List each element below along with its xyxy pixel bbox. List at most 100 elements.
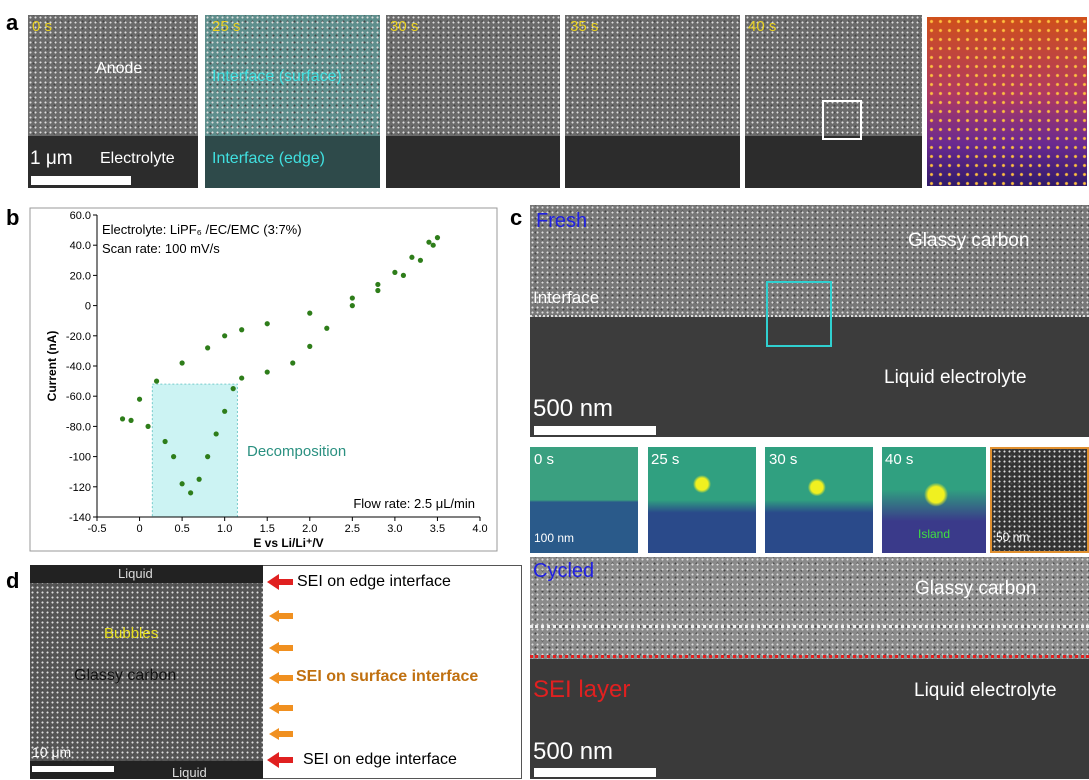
y-tick-label: -100 — [69, 452, 91, 464]
region-label: Liquid electrolyte — [914, 680, 1057, 702]
y-tick-label: 20.0 — [70, 270, 91, 282]
arrow-label: SEI on edge interface — [303, 751, 457, 769]
region-label: Electrolyte — [100, 150, 175, 168]
state-label: Cycled — [533, 560, 594, 583]
data-point — [222, 409, 227, 414]
scale-label: 500 nm — [533, 395, 613, 423]
arrow — [269, 642, 293, 654]
data-point — [307, 311, 312, 316]
data-point — [231, 386, 236, 391]
arrow-label: SEI on edge interface — [297, 573, 451, 591]
micrograph — [745, 15, 922, 188]
y-tick-label: -120 — [69, 482, 91, 494]
electrolyte-region — [386, 136, 560, 188]
data-point — [239, 327, 244, 332]
data-point — [222, 333, 227, 338]
data-point — [214, 431, 219, 436]
region-label: Interface — [533, 288, 599, 308]
data-point — [375, 288, 380, 293]
region-label: Liquid electrolyte — [884, 367, 1027, 389]
y-axis-label: Current (nA) — [45, 331, 59, 402]
y-tick-label: -60.0 — [66, 391, 91, 403]
data-point — [290, 360, 295, 365]
arrow — [269, 728, 293, 740]
annotation: Decomposition — [247, 443, 346, 460]
micrograph — [565, 15, 740, 188]
data-point — [180, 481, 185, 486]
data-point — [431, 243, 436, 248]
y-tick-label: 40.0 — [70, 240, 91, 252]
state-label: Fresh — [536, 210, 587, 233]
data-point — [409, 255, 414, 260]
x-tick-label: 3.0 — [387, 523, 402, 535]
y-tick-label: -20.0 — [66, 331, 91, 343]
data-point — [137, 397, 142, 402]
y-tick-label: -140 — [69, 512, 91, 524]
micrograph — [386, 15, 560, 188]
data-point — [145, 424, 150, 429]
data-point — [401, 273, 406, 278]
scale-label: 50 nm — [996, 530, 1029, 544]
time-label: 25 s — [212, 18, 240, 35]
scale-bar — [534, 768, 656, 777]
data-point — [375, 282, 380, 287]
scale-bar — [32, 766, 114, 772]
region-label: Glassy carbon — [915, 578, 1036, 600]
x-tick-label: 2.5 — [345, 523, 360, 535]
arrow — [269, 610, 293, 622]
x-tick-label: 4.0 — [472, 523, 487, 535]
data-point — [307, 344, 312, 349]
region-label: Anode — [96, 60, 142, 78]
data-point — [435, 235, 440, 240]
zoom-box — [822, 100, 862, 140]
region-label: Glassy carbon — [74, 667, 176, 685]
electrolyte-region — [745, 136, 922, 188]
interface-line — [530, 625, 1089, 628]
arrow-label: SEI on surface interface — [296, 668, 478, 686]
panel-label: a — [6, 10, 18, 36]
zoom-box — [766, 281, 832, 347]
data-point — [350, 303, 355, 308]
electrolyte-region — [565, 136, 740, 188]
note: Electrolyte: LiPF₆ /EC/EMC (3:7%) — [102, 222, 302, 237]
data-point — [426, 240, 431, 245]
time-label: 30 s — [390, 18, 418, 35]
x-tick-label: 1.0 — [217, 523, 232, 535]
y-tick-label: 0 — [85, 301, 91, 313]
data-point — [265, 321, 270, 326]
data-point — [350, 295, 355, 300]
data-point — [239, 375, 244, 380]
time-label: 25 s — [651, 451, 679, 468]
time-label: 40 s — [748, 18, 776, 35]
time-label: 0 s — [32, 18, 52, 35]
sei-line — [530, 655, 1089, 658]
y-tick-label: 60.0 — [70, 210, 91, 222]
decomposition-region — [152, 384, 237, 517]
region-label: Bubbles — [104, 625, 158, 642]
x-tick-label: 2.0 — [302, 523, 317, 535]
region-label: Liquid — [118, 566, 153, 581]
arrow — [269, 672, 293, 684]
region-label: SEI layer — [533, 676, 630, 704]
time-label: 35 s — [570, 18, 598, 35]
data-point — [418, 258, 423, 263]
data-point — [392, 270, 397, 275]
x-tick-label: 0 — [136, 523, 142, 535]
panel-label: d — [6, 568, 19, 594]
arrow — [269, 702, 293, 714]
scale-label: 500 nm — [533, 738, 613, 766]
arrows — [265, 570, 295, 770]
region-label: Island — [918, 527, 950, 541]
scale-bar — [31, 176, 131, 185]
data-point — [154, 379, 159, 384]
data-point — [205, 454, 210, 459]
data-point — [171, 454, 176, 459]
panel-label: c — [510, 205, 522, 231]
scale-bar — [534, 426, 656, 435]
region-label: Glassy carbon — [908, 230, 1029, 252]
page: a 0 s 25 s 30 s 35 s 40 s Anode Electrol… — [0, 0, 1089, 779]
data-point — [324, 326, 329, 331]
data-point — [162, 439, 167, 444]
data-point — [205, 345, 210, 350]
y-tick-label: -40.0 — [66, 361, 91, 373]
